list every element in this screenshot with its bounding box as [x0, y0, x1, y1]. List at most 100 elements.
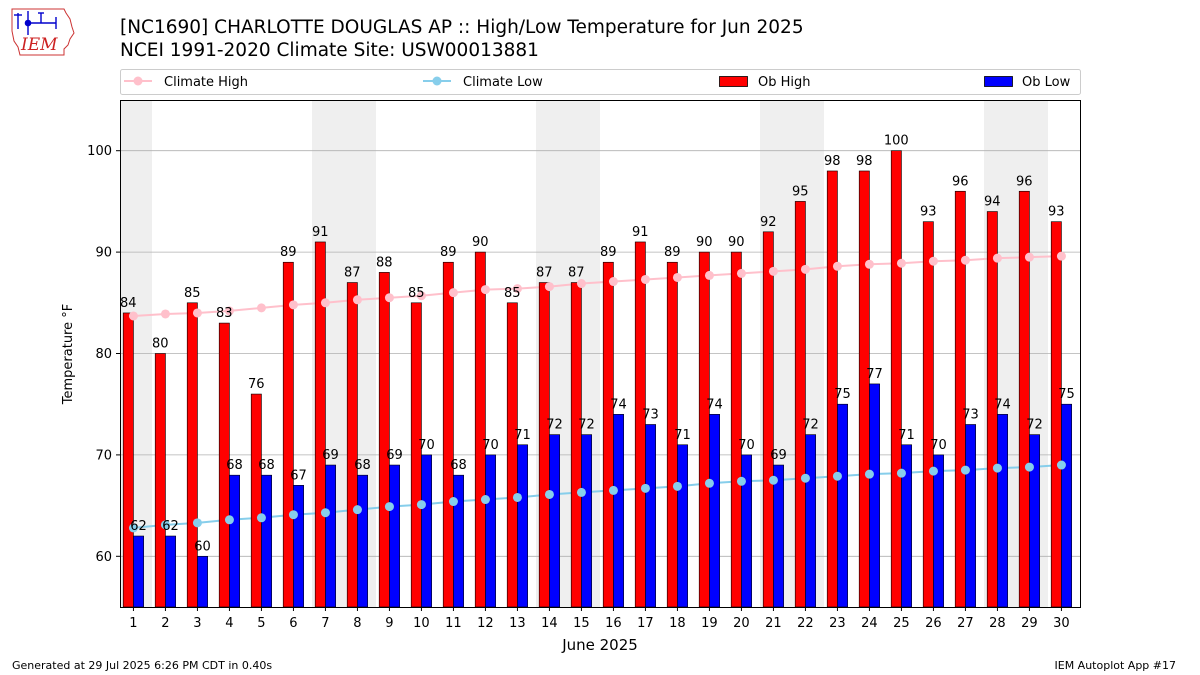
x-tick-label-24: 24: [861, 616, 878, 631]
ob-high-bar-day-15: [570, 282, 582, 608]
ob-low-bar-day-30: [1061, 403, 1072, 608]
ob-low-bar-day-8: [357, 474, 368, 608]
ob-high-label-day-18: 89: [664, 245, 681, 260]
ob-low-label-day-12: 70: [482, 438, 499, 453]
ob-high-bar-day-21: [762, 231, 774, 608]
ob-low-bar-day-28: [997, 414, 1008, 608]
ob-low-bar-day-26: [933, 454, 944, 608]
climate-low-point-day-18: [672, 481, 682, 491]
ob-low-label-day-9: 69: [386, 448, 403, 463]
climate-low-point-day-15: [576, 487, 586, 497]
x-tick-label-16: 16: [605, 616, 622, 631]
ob-high-label-day-8: 87: [344, 266, 361, 281]
ob-high-label-day-20: 90: [728, 235, 745, 250]
y-tick-label-70: 70: [95, 448, 112, 463]
ob-high-bar-day-5: [250, 393, 262, 608]
ob-low-bar-day-23: [837, 403, 848, 608]
x-tick-label-30: 30: [1053, 616, 1070, 631]
ob-high-bar-day-10: [410, 302, 422, 608]
ob-high-label-day-5: 76: [248, 377, 265, 392]
ob-high-label-day-9: 88: [376, 255, 393, 270]
ob-high-label-day-25: 100: [884, 134, 909, 149]
x-tick-label-6: 6: [289, 616, 297, 631]
climate-low-point-day-9: [384, 502, 394, 512]
ob-high-bar-day-25: [890, 150, 902, 608]
climate-high-point-day-13: [512, 284, 522, 294]
climate-high-point-day-6: [288, 300, 298, 310]
ob-high-bar-day-12: [474, 251, 486, 608]
ob-low-bar-day-12: [485, 454, 496, 608]
ob-low-label-day-8: 68: [354, 458, 371, 473]
observation-bars: [122, 150, 1072, 608]
climate-low-point-day-26: [928, 466, 938, 476]
ob-high-bar-day-1: [122, 312, 134, 608]
chart-title: [NC1690] CHARLOTTE DOUGLAS AP :: High/Lo…: [120, 17, 804, 38]
legend-swatch-ob-high: [719, 76, 748, 87]
ob-low-bar-day-14: [549, 434, 560, 608]
ob-high-bar-day-7: [314, 241, 326, 608]
x-tick-label-28: 28: [989, 616, 1006, 631]
ob-high-bar-day-3: [186, 302, 198, 608]
climate-low-point-day-12: [480, 495, 490, 505]
ob-low-label-day-14: 72: [546, 418, 563, 433]
ob-low-label-day-21: 69: [770, 448, 787, 463]
climate-high-point-day-12: [480, 285, 490, 295]
ob-high-bar-day-6: [282, 261, 294, 608]
ob-high-bar-day-19: [698, 251, 710, 608]
ob-high-bar-day-11: [442, 261, 454, 608]
legend-label-climate-low: Climate Low: [463, 75, 543, 90]
climate-high-point-day-9: [384, 293, 394, 303]
x-axis: 1 2 3 4 5 6 7 8 9 10 11 12 13 14 15 16 17 18 19 20 21 22 23 24 2…: [129, 607, 1070, 631]
climate-points: [128, 251, 1066, 533]
ob-low-label-day-15: 72: [578, 418, 595, 433]
climate-low-point-day-22: [800, 473, 810, 483]
ob-high-label-day-7: 91: [312, 225, 329, 240]
x-tick-label-15: 15: [573, 616, 590, 631]
ob-low-label-day-30: 75: [1058, 387, 1075, 402]
climate-low-point-day-1: [128, 523, 138, 533]
x-tick-label-9: 9: [385, 616, 393, 631]
ob-low-label-day-10: 70: [418, 438, 435, 453]
climate-low-point-day-19: [704, 478, 714, 488]
ob-low-bar-day-13: [517, 444, 528, 608]
climate-high-point-day-10: [416, 291, 426, 301]
climate-high-point-day-17: [640, 274, 650, 284]
ob-high-bar-day-30: [1050, 221, 1062, 608]
ob-low-label-day-20: 70: [738, 438, 755, 453]
gridlines: [120, 150, 1080, 557]
climate-high-point-day-1: [128, 311, 138, 321]
ob-high-label-day-16: 89: [600, 245, 617, 260]
ob-high-label-day-12: 90: [472, 235, 489, 250]
ob-high-label-day-2: 80: [152, 337, 169, 352]
x-tick-label-23: 23: [829, 616, 846, 631]
ob-low-label-day-22: 72: [802, 418, 819, 433]
climate-high-point-day-7: [320, 298, 330, 308]
climate-high-point-day-21: [768, 266, 778, 276]
ob-low-bar-day-17: [645, 424, 656, 608]
ob-low-bar-day-15: [581, 434, 592, 608]
climate-high-point-day-26: [928, 256, 938, 266]
climate-low-point-day-16: [608, 485, 618, 495]
ob-high-label-day-22: 95: [792, 184, 809, 199]
ob-high-label-day-28: 94: [984, 195, 1001, 210]
climate-high-point-day-19: [704, 270, 714, 280]
x-tick-label-1: 1: [129, 616, 137, 631]
legend-marker-climate-low: [432, 76, 442, 86]
ob-low-label-day-29: 72: [1026, 418, 1043, 433]
ob-high-bar-day-27: [954, 190, 966, 608]
legend-frame: [120, 69, 1081, 95]
ob-low-label-day-24: 77: [866, 367, 883, 382]
climate-low-point-day-25: [896, 468, 906, 478]
climate-high-point-day-3: [192, 308, 202, 318]
climate-low-point-day-7: [320, 508, 330, 518]
ob-high-label-day-11: 89: [440, 245, 457, 260]
y-tick-label-80: 80: [95, 347, 112, 362]
climate-high-point-day-29: [1024, 252, 1034, 262]
ob-low-bar-day-22: [805, 434, 816, 608]
climate-high-point-day-5: [256, 303, 266, 313]
climate-high-point-day-24: [864, 259, 874, 269]
x-tick-label-12: 12: [477, 616, 494, 631]
ob-low-bar-day-18: [677, 444, 688, 608]
ob-high-label-day-10: 85: [408, 286, 425, 301]
ob-low-label-day-25: 71: [898, 428, 915, 443]
